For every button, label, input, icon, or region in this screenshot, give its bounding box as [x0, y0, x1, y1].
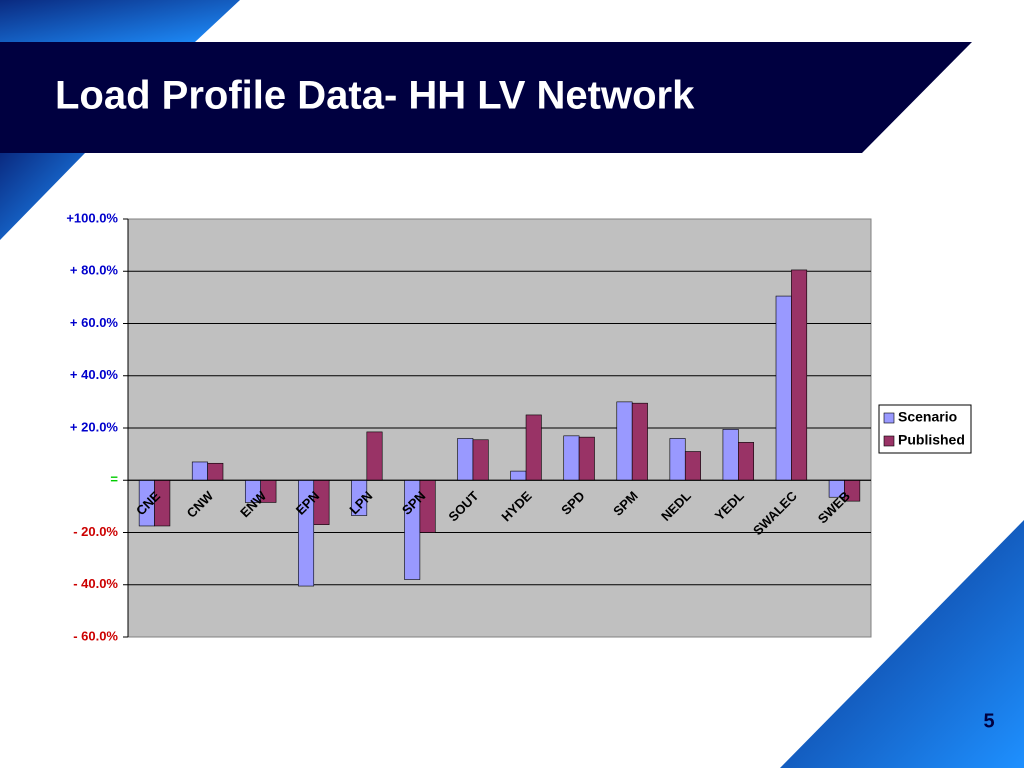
bar: [722, 429, 739, 481]
y-tick-label: + 60.0%: [70, 315, 119, 330]
legend-swatch: [883, 435, 895, 447]
bar: [457, 438, 474, 481]
y-tick-label: - 60.0%: [73, 628, 118, 643]
bar: [563, 435, 580, 481]
bar: [510, 470, 527, 481]
y-tick-label: + 40.0%: [70, 367, 119, 382]
bar: [669, 438, 686, 481]
legend-label: Published: [898, 432, 965, 448]
bar: [578, 436, 595, 481]
corner-decoration: [780, 520, 1024, 768]
page-number: 5: [983, 710, 994, 732]
y-tick-label: + 80.0%: [70, 263, 119, 278]
slide-title: Load Profile Data- HH LV Network: [55, 74, 695, 118]
bar: [684, 451, 701, 481]
bar: [775, 295, 792, 481]
corner-decoration: [0, 0, 240, 42]
y-tick-label: +100.0%: [66, 210, 118, 225]
y-tick-label: + 20.0%: [70, 419, 119, 434]
corner-decoration: [0, 153, 85, 240]
legend-swatch: [883, 412, 895, 424]
y-tick-label: - 20.0%: [73, 524, 118, 539]
bar: [419, 479, 436, 533]
bar: [525, 414, 542, 481]
bar: [191, 461, 208, 481]
legend: [878, 404, 972, 454]
bar: [616, 401, 633, 481]
bar: [472, 439, 489, 481]
bar: [366, 431, 383, 481]
bar: [791, 269, 808, 481]
chart: - 60.0% - 40.0% - 20.0% = + 20.0% + 40.0% + 60…: [66, 210, 972, 643]
y-tick-label: =: [110, 472, 118, 487]
bar: [631, 402, 648, 481]
title-banner: [0, 42, 972, 153]
bar: [738, 442, 755, 481]
y-tick-label: - 40.0%: [73, 576, 118, 591]
bar: [207, 462, 224, 481]
legend-label: Scenario: [898, 409, 957, 425]
